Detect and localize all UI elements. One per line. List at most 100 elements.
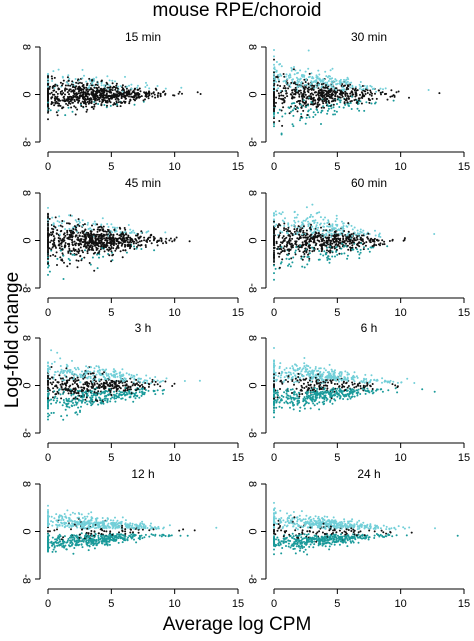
data-point <box>275 213 278 216</box>
data-point <box>61 377 64 380</box>
data-point <box>281 250 284 252</box>
data-point <box>164 93 167 96</box>
data-point <box>128 92 131 95</box>
data-point <box>57 87 60 90</box>
data-point <box>82 88 85 91</box>
data-point <box>359 81 362 83</box>
data-point <box>72 247 75 250</box>
data-point <box>85 400 88 403</box>
data-point <box>364 392 367 395</box>
data-point <box>82 251 84 254</box>
data-point <box>148 239 151 242</box>
data-point <box>105 81 108 84</box>
data-point <box>281 236 284 239</box>
scatter-points <box>273 203 436 281</box>
data-point <box>83 100 86 103</box>
data-point <box>115 95 118 98</box>
data-point <box>314 219 317 222</box>
data-point <box>103 84 106 87</box>
data-point <box>68 397 70 400</box>
data-point <box>285 82 288 84</box>
data-point <box>391 238 394 241</box>
data-point <box>362 248 365 251</box>
data-point <box>124 244 127 247</box>
data-point <box>359 238 362 241</box>
data-point <box>110 96 113 99</box>
data-point <box>133 231 136 234</box>
data-point <box>289 235 292 238</box>
data-point <box>54 255 57 258</box>
data-point <box>82 245 85 248</box>
data-point <box>80 82 83 85</box>
data-point <box>50 366 53 368</box>
data-point <box>72 226 75 229</box>
data-point <box>109 390 112 392</box>
data-point <box>273 112 275 115</box>
data-point <box>93 400 95 403</box>
data-point <box>366 89 369 92</box>
data-point <box>120 97 123 100</box>
data-point <box>118 226 121 229</box>
data-point <box>384 87 387 90</box>
data-point <box>107 374 110 377</box>
data-point <box>298 95 301 98</box>
data-point <box>281 242 284 244</box>
data-point <box>144 246 147 248</box>
data-point <box>164 240 167 243</box>
data-point <box>77 82 80 85</box>
data-point <box>50 234 53 237</box>
data-point <box>300 91 303 94</box>
data-point <box>318 234 321 237</box>
data-point <box>369 89 372 92</box>
data-point <box>58 221 61 224</box>
y-tick-label: 8 <box>20 44 32 50</box>
data-point <box>331 238 334 241</box>
data-point <box>276 89 279 92</box>
data-point <box>427 89 430 91</box>
data-point <box>49 381 52 384</box>
data-point <box>294 69 297 72</box>
data-point <box>80 373 83 376</box>
data-point <box>277 78 280 81</box>
data-point <box>314 99 316 102</box>
data-point <box>66 231 69 234</box>
data-point <box>64 374 67 377</box>
data-point <box>273 105 275 108</box>
data-point <box>278 235 280 238</box>
data-point <box>51 86 54 89</box>
data-point <box>72 402 74 404</box>
data-point <box>356 250 359 253</box>
data-point <box>53 243 56 246</box>
data-point <box>57 237 60 239</box>
data-point <box>79 381 81 384</box>
data-point <box>347 97 350 100</box>
data-point <box>144 86 147 88</box>
data-point <box>273 103 275 106</box>
data-point <box>329 244 332 246</box>
data-point <box>62 418 65 421</box>
data-point <box>60 259 63 261</box>
data-point <box>100 89 103 92</box>
data-point <box>121 90 124 93</box>
data-point <box>81 77 84 80</box>
data-point <box>115 93 117 96</box>
data-point <box>378 232 381 235</box>
data-point <box>273 73 275 76</box>
data-point <box>291 365 294 368</box>
data-point <box>51 93 54 96</box>
data-point <box>341 92 344 95</box>
data-point <box>147 91 150 94</box>
data-point <box>64 234 67 237</box>
data-point <box>351 239 354 242</box>
data-point <box>52 230 54 233</box>
data-point <box>47 227 49 230</box>
data-point <box>300 255 303 258</box>
data-point <box>111 237 114 240</box>
data-point <box>313 227 316 230</box>
data-point <box>153 249 156 252</box>
data-point <box>154 380 157 383</box>
data-point <box>342 89 345 92</box>
data-point <box>278 372 281 375</box>
data-point <box>71 241 74 244</box>
data-point <box>370 237 373 240</box>
